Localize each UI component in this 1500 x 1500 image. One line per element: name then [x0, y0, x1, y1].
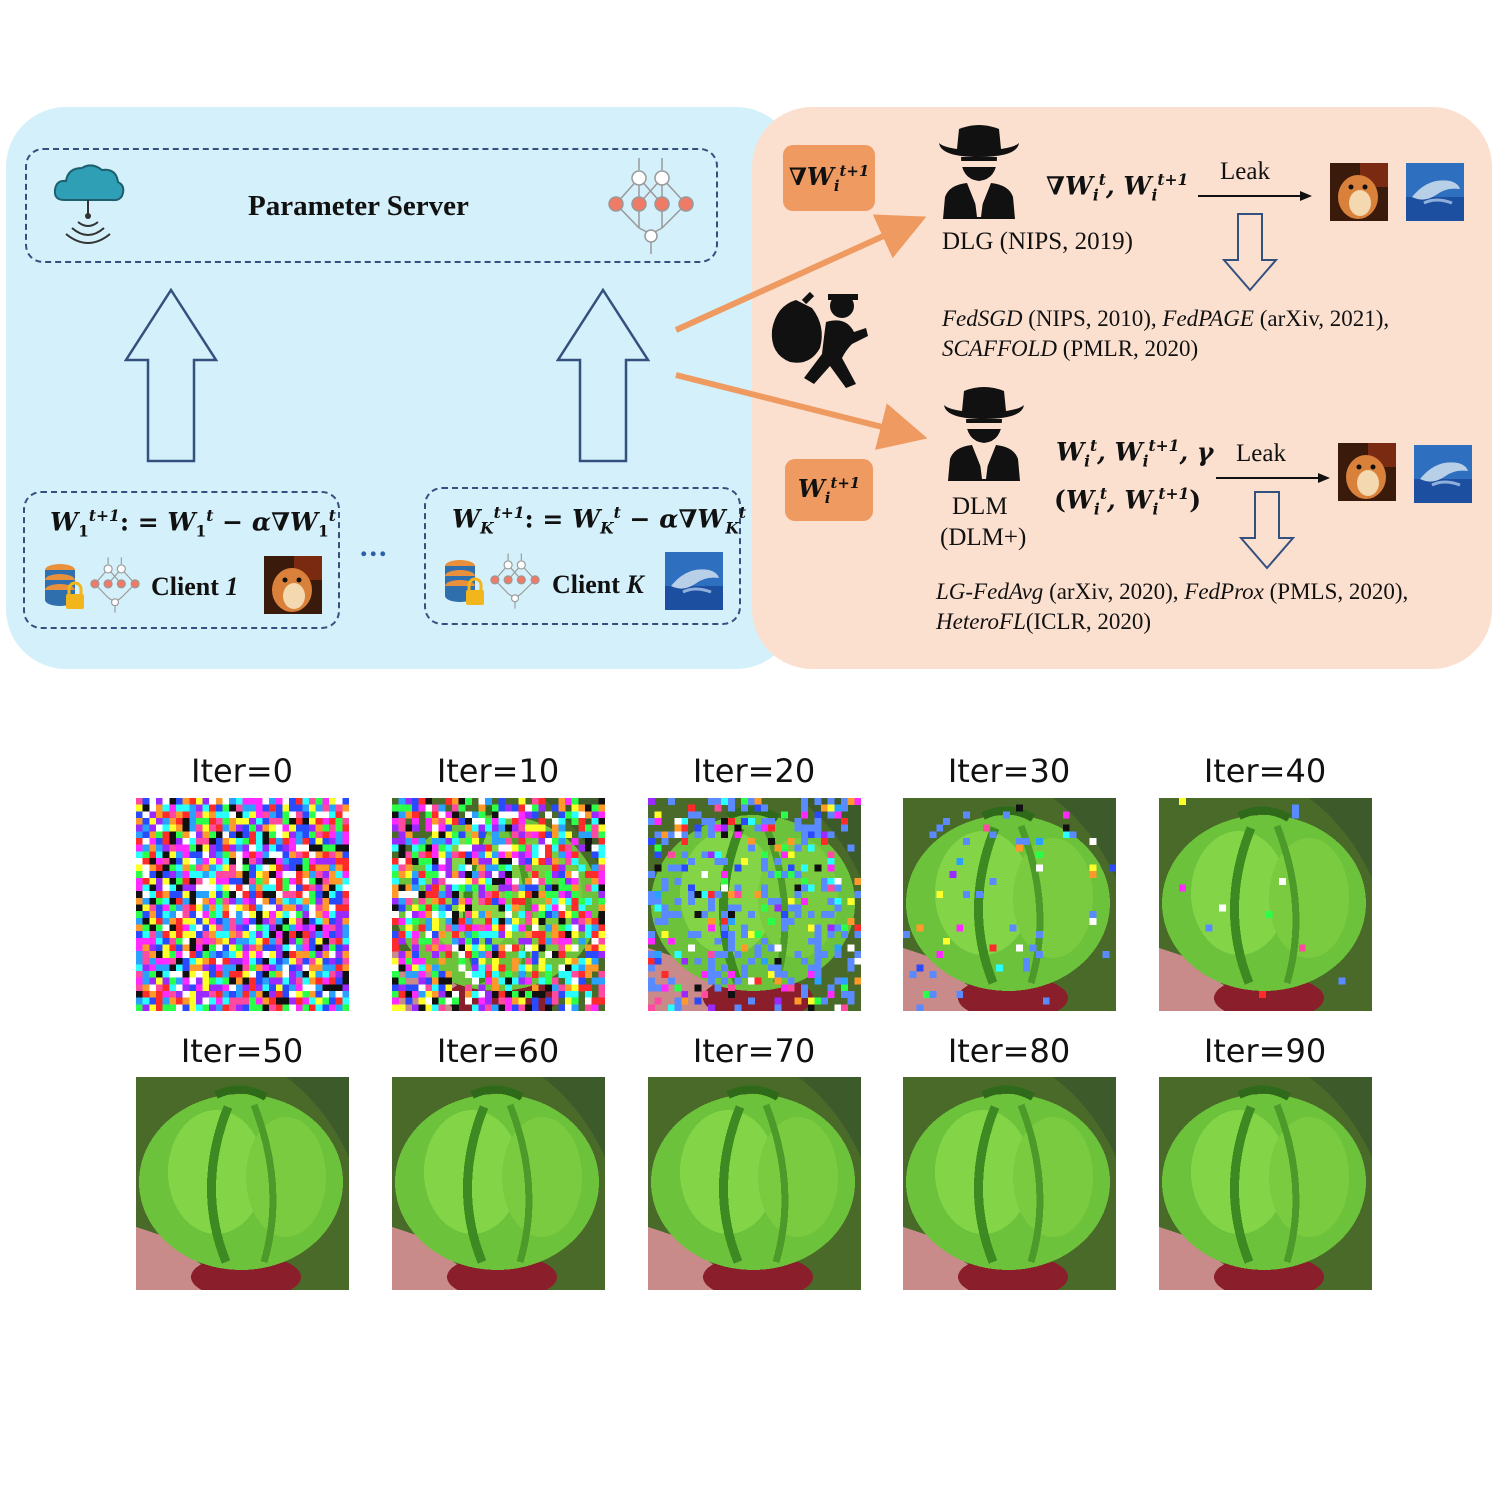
iteration-title: Iter=30	[947, 752, 1071, 790]
cloud-wifi-icon	[52, 158, 127, 248]
attack-arrows	[674, 214, 928, 450]
neural-network-icon	[604, 156, 698, 256]
dlm-references: LG-FedAvg (arXiv, 2020), FedProx (PMLS, …	[936, 579, 1409, 634]
reconstructed-image	[1159, 1077, 1372, 1290]
dlg-method-label: DLG (NIPS, 2019)	[942, 228, 1133, 255]
client-1-box	[23, 491, 340, 629]
client-1-label: Client 1	[151, 572, 239, 601]
iteration-title: Iter=10	[436, 752, 560, 790]
upload-arrow-client-1	[123, 287, 219, 469]
dlg-references: FedSGD (NIPS, 2010), FedPAGE (arXiv, 202…	[942, 306, 1390, 361]
dlm-down-arrow	[1238, 491, 1296, 570]
gradient-badge: ∇Wit+1	[783, 145, 875, 211]
reconstructed-image	[648, 798, 861, 1011]
weights-badge: Wit+1	[785, 459, 873, 521]
client-k-update-rule: WKt+1: = WKt − α∇WKt	[452, 503, 747, 538]
iteration-title: Iter=70	[692, 1032, 816, 1070]
database-lock-icon	[442, 558, 486, 608]
client-k-label: Client K	[552, 570, 644, 599]
dlg-leaked-info: ∇Wit, Wit+1	[1046, 170, 1189, 205]
dlg-leak-label: Leak	[1220, 158, 1270, 185]
client-k-box	[424, 487, 741, 625]
upload-arrow-client-k	[555, 287, 651, 469]
reconstructed-image	[392, 1077, 605, 1290]
reconstructed-image	[903, 1077, 1116, 1290]
hacker-icon	[942, 385, 1026, 481]
dolphin-image	[665, 552, 723, 610]
hamster-image	[1338, 443, 1396, 501]
dlm-leak-arrow	[1216, 473, 1330, 483]
thief-icon	[766, 288, 874, 392]
reconstructed-image	[648, 1077, 861, 1290]
hamster-image	[264, 556, 322, 614]
parameter-server-box	[25, 148, 718, 263]
reconstructed-image	[136, 1077, 349, 1290]
dolphin-image	[1414, 445, 1472, 503]
iteration-title: Iter=90	[1203, 1032, 1327, 1070]
iteration-title: Iter=60	[436, 1032, 560, 1070]
hacker-icon	[937, 123, 1021, 219]
iteration-title: Iter=40	[1203, 752, 1327, 790]
parameter-server-title: Parameter Server	[248, 190, 469, 222]
clients-ellipsis: ...	[360, 530, 389, 563]
database-lock-icon	[42, 562, 86, 612]
iteration-title: Iter=0	[191, 752, 293, 790]
reconstructed-image	[903, 798, 1116, 1011]
reconstructed-image	[136, 798, 349, 1011]
dlm-leaked-info: Wit, Wit+1, γ	[1056, 436, 1214, 471]
iteration-title: Iter=80	[947, 1032, 1071, 1070]
iteration-title: Iter=50	[180, 1032, 304, 1070]
dlg-down-arrow	[1221, 213, 1279, 292]
iteration-title: Iter=20	[692, 752, 816, 790]
reconstructed-image	[1159, 798, 1372, 1011]
dlm-plus-method-label: (DLM+)	[940, 524, 1027, 551]
dlm-plus-leaked-info: (Wit, Wit+1)	[1054, 484, 1202, 519]
dlm-leak-label: Leak	[1236, 440, 1286, 467]
dlg-leak-arrow	[1198, 191, 1312, 201]
neural-network-icon	[88, 556, 142, 614]
client-1-update-rule: W1t+1: = W1t − α∇W1t	[50, 506, 336, 541]
dlm-method-label: DLM	[952, 493, 1008, 520]
dolphin-image	[1406, 163, 1464, 221]
hamster-image	[1330, 163, 1388, 221]
neural-network-icon	[488, 552, 542, 610]
reconstructed-image	[392, 798, 605, 1011]
